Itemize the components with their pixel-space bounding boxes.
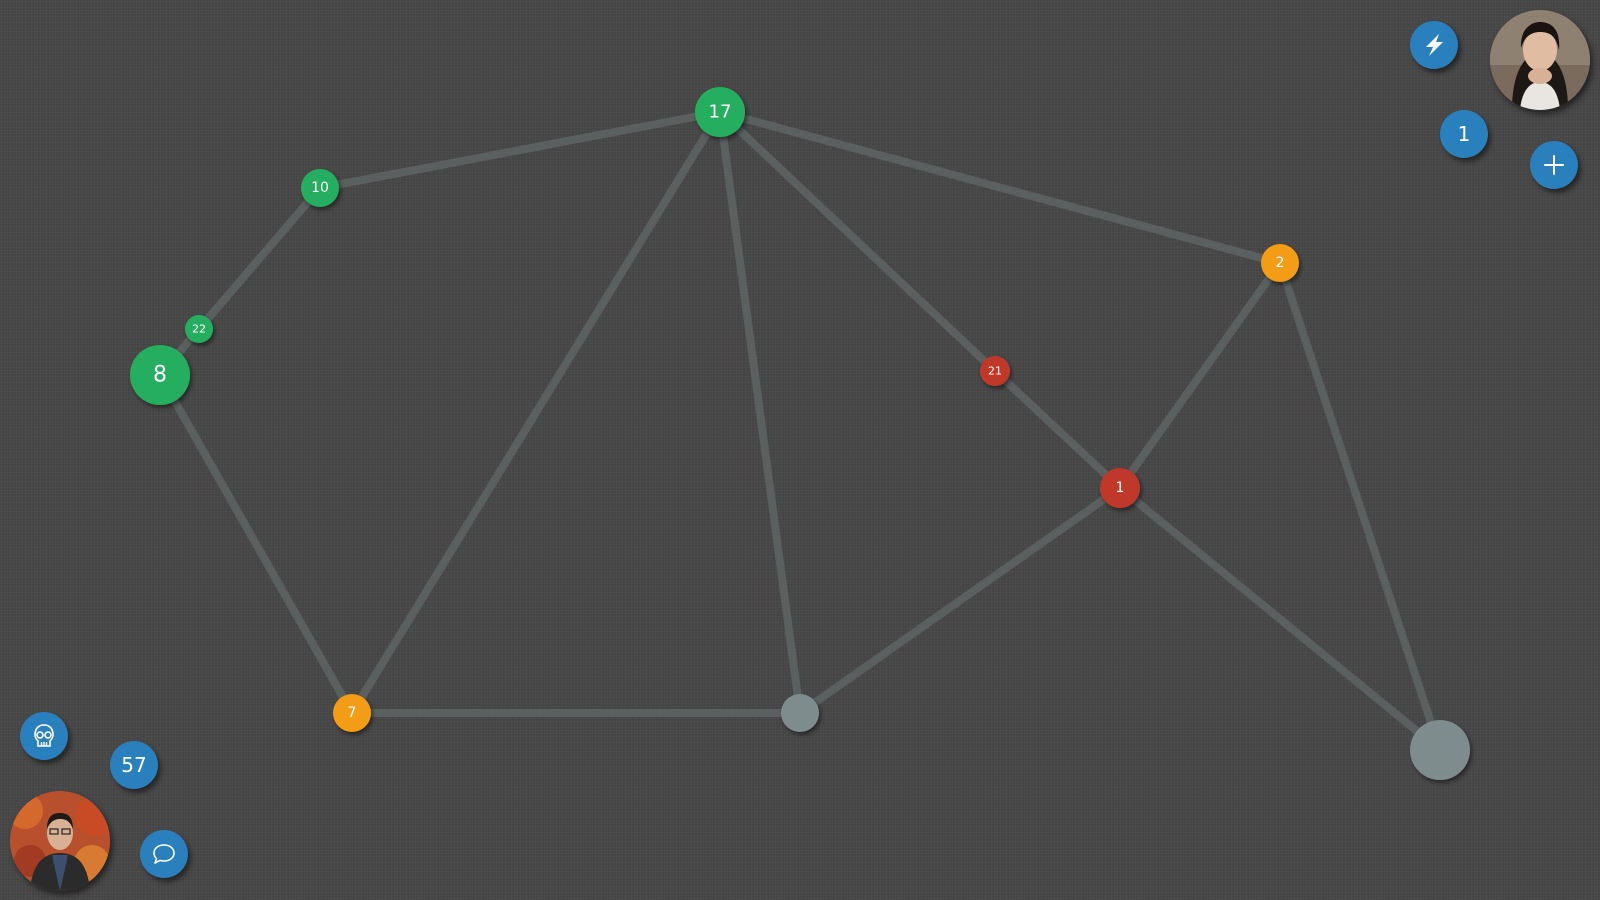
node-circle	[1261, 244, 1299, 282]
node-label: 22	[192, 323, 206, 336]
edge-n22-n10	[195, 184, 324, 333]
edge-n17-n2	[716, 108, 1284, 267]
player-avatar-photo	[10, 791, 110, 891]
node-label: 10	[311, 180, 329, 196]
node-n22[interactable]: 22	[185, 315, 213, 343]
node-label: 1	[1116, 480, 1125, 496]
node-circle	[301, 169, 339, 207]
node-circle	[1410, 720, 1470, 780]
node-n10[interactable]: 10	[301, 169, 339, 207]
opponent-avatar-photo	[1490, 10, 1590, 110]
edge-n2-nbr	[1276, 259, 1444, 754]
edge-n17-n21	[716, 108, 999, 375]
plus-icon	[1544, 155, 1564, 175]
chat-button[interactable]	[140, 830, 188, 878]
node-n7[interactable]: 7	[333, 694, 371, 732]
node-nb[interactable]	[781, 694, 819, 732]
node-n1[interactable]: 1	[1100, 468, 1140, 508]
edge-nb-n1	[796, 484, 1124, 717]
node-label: 2	[1276, 255, 1285, 271]
node-circle	[130, 345, 190, 405]
edge-n1-n2	[1116, 259, 1284, 492]
lightning-button[interactable]	[1410, 21, 1458, 69]
node-n21[interactable]: 21	[980, 356, 1010, 386]
node-circle	[1100, 468, 1140, 508]
node-circle	[980, 356, 1010, 386]
opponent-count: 1	[1457, 122, 1471, 146]
add-button[interactable]	[1530, 141, 1578, 189]
opponent-avatar[interactable]	[1490, 10, 1590, 110]
node-circle	[695, 87, 745, 137]
node-circle	[781, 694, 819, 732]
node-circle	[333, 694, 371, 732]
node-label: 17	[709, 102, 732, 123]
player-count-badge: 57	[110, 741, 158, 789]
chat-bubble-icon	[153, 844, 175, 864]
node-label: 8	[153, 363, 167, 388]
lightning-icon	[1426, 34, 1443, 56]
node-layer: 17 10 22 8 7 21 1 2	[130, 87, 1470, 780]
edge-n17-nb	[716, 108, 804, 717]
edge-n7-n17	[348, 108, 724, 717]
player-avatar[interactable]	[10, 791, 110, 891]
edge-layer	[156, 108, 1444, 754]
node-n8[interactable]: 8	[130, 345, 190, 405]
edge-n1-nbr	[1116, 484, 1444, 754]
node-label: 7	[348, 705, 357, 721]
node-n2[interactable]: 2	[1261, 244, 1299, 282]
opponent-count-badge: 1	[1440, 110, 1488, 158]
player-count: 57	[121, 753, 147, 777]
edge-n8-n7	[156, 371, 356, 717]
edge-n10-n17	[316, 108, 724, 192]
skull-button[interactable]	[20, 712, 68, 760]
node-nbr[interactable]	[1410, 720, 1470, 780]
node-n17[interactable]: 17	[695, 87, 745, 137]
node-circle	[185, 315, 213, 343]
node-label: 21	[988, 365, 1002, 378]
skull-icon	[34, 724, 54, 747]
edge-n21-n1	[991, 367, 1124, 492]
